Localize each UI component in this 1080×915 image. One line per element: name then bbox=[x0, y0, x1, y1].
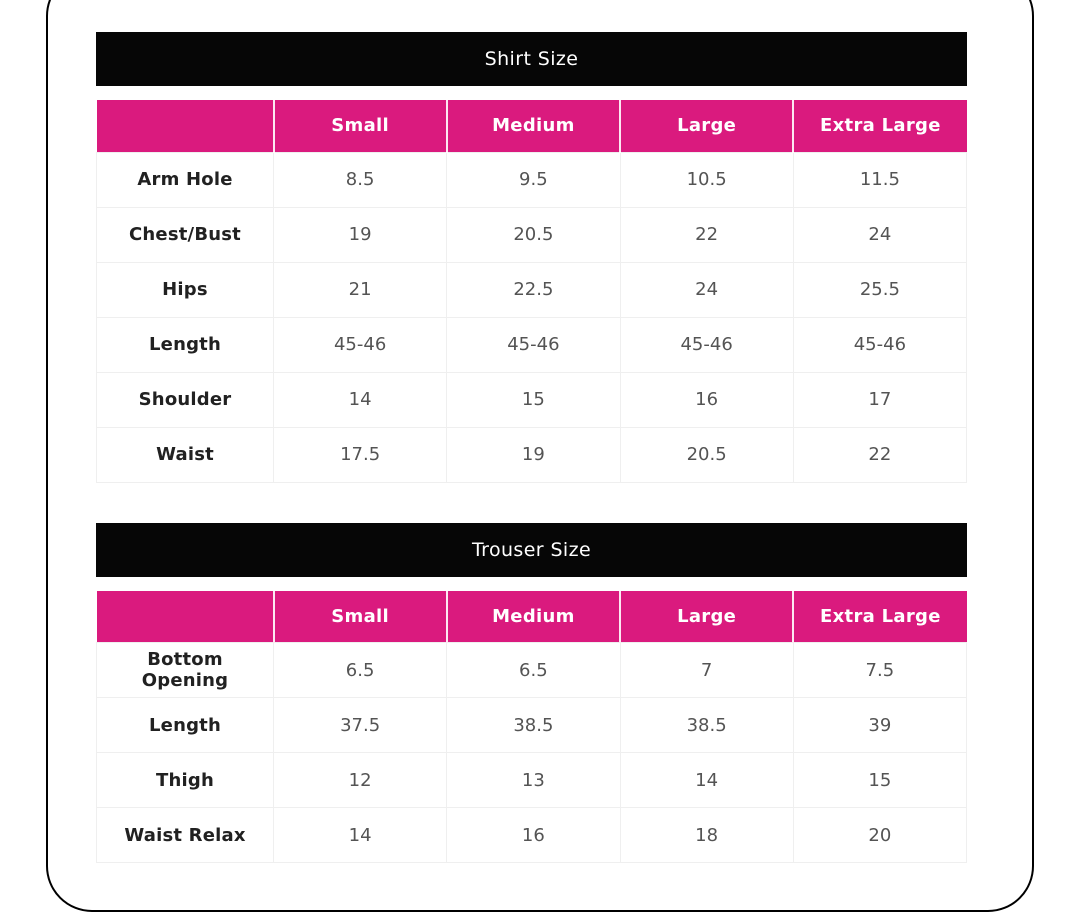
shirt-size-table: Small Medium Large Extra Large Arm Hole 8.5 9.… bbox=[96, 100, 968, 483]
tables-root: Shirt Size Small Medium Large Extra Large Arm… bbox=[96, 32, 1032, 863]
value-cell: 19 bbox=[446, 426, 621, 483]
value-cell: 15 bbox=[446, 371, 621, 428]
row-label-arm-hole: Arm Hole bbox=[96, 151, 274, 208]
value-cell: 18 bbox=[619, 807, 794, 863]
measurement-row-waist: Waist 17.5 19 20.5 22 bbox=[96, 426, 968, 483]
value-cell: 7 bbox=[619, 642, 794, 698]
measurement-row-bottom-opening: Bottom Opening 6.5 6.5 7 7.5 bbox=[96, 642, 968, 698]
col-header-medium: Medium bbox=[445, 590, 620, 643]
value-cell: 39 bbox=[792, 697, 968, 753]
row-label-thigh: Thigh bbox=[96, 752, 274, 808]
value-cell: 38.5 bbox=[446, 697, 621, 753]
value-cell: 20 bbox=[792, 807, 968, 863]
col-header-extra-large: Extra Large bbox=[792, 100, 967, 152]
value-cell: 14 bbox=[272, 371, 448, 428]
value-cell: 22.5 bbox=[446, 261, 621, 318]
value-cell: 37.5 bbox=[272, 697, 448, 753]
row-label-chest-bust: Chest/Bust bbox=[96, 206, 274, 263]
value-cell: 14 bbox=[619, 752, 794, 808]
value-cell: 20.5 bbox=[446, 206, 621, 263]
measurement-row-thigh: Thigh 12 13 14 15 bbox=[96, 752, 968, 808]
shirt-size-section: Shirt Size Small Medium Large Extra Large Arm… bbox=[96, 32, 968, 483]
trouser-size-title: Trouser Size bbox=[471, 538, 592, 561]
value-cell: 22 bbox=[792, 426, 968, 483]
col-header-small: Small bbox=[272, 590, 447, 643]
value-cell: 17.5 bbox=[272, 426, 448, 483]
trouser-size-title-bar: Trouser Size bbox=[96, 522, 967, 577]
value-cell: 24 bbox=[619, 261, 794, 318]
value-cell: 14 bbox=[272, 807, 448, 863]
size-chart-content: Shirt Size Small Medium Large Extra Large Arm… bbox=[48, 0, 1032, 863]
value-cell: 20.5 bbox=[619, 426, 794, 483]
value-cell: 38.5 bbox=[619, 697, 794, 753]
measurement-row-hips: Hips 21 22.5 24 25.5 bbox=[96, 261, 968, 318]
size-chart-card: Shirt Size Small Medium Large Extra Large Arm… bbox=[46, 0, 1034, 912]
value-cell: 13 bbox=[446, 752, 621, 808]
measurement-row-arm-hole: Arm Hole 8.5 9.5 10.5 11.5 bbox=[96, 151, 968, 208]
row-label-waist-relax: Waist Relax bbox=[96, 807, 274, 863]
value-cell: 7.5 bbox=[792, 642, 968, 698]
row-label-hips: Hips bbox=[96, 261, 274, 318]
measurement-row-waist-relax: Waist Relax 14 16 18 20 bbox=[96, 807, 968, 863]
trouser-size-table: Small Medium Large Extra Large Bottom Openin… bbox=[96, 590, 968, 863]
measurement-row-length: Length 45-46 45-46 45-46 45-46 bbox=[96, 316, 968, 373]
col-header-large: Large bbox=[618, 590, 794, 643]
value-cell: 6.5 bbox=[446, 642, 621, 698]
value-cell: 9.5 bbox=[446, 151, 621, 208]
value-cell: 16 bbox=[619, 371, 794, 428]
value-cell: 10.5 bbox=[619, 151, 794, 208]
value-cell: 45-46 bbox=[272, 316, 448, 373]
value-cell: 11.5 bbox=[792, 151, 968, 208]
value-cell: 45-46 bbox=[446, 316, 621, 373]
value-cell: 15 bbox=[792, 752, 968, 808]
measurement-row-shoulder: Shoulder 14 15 16 17 bbox=[96, 371, 968, 428]
measurement-row-length: Length 37.5 38.5 38.5 39 bbox=[96, 697, 968, 753]
value-cell: 25.5 bbox=[792, 261, 968, 318]
row-label-length: Length bbox=[96, 316, 274, 373]
shirt-size-header-row: Small Medium Large Extra Large bbox=[96, 100, 967, 152]
col-header-small: Small bbox=[272, 100, 447, 152]
trouser-size-section: Trouser Size Small Medium Large Extra Large B… bbox=[96, 522, 968, 863]
value-cell: 16 bbox=[446, 807, 621, 863]
value-cell: 22 bbox=[619, 206, 794, 263]
value-cell: 21 bbox=[272, 261, 448, 318]
row-label-waist: Waist bbox=[96, 426, 274, 483]
empty-corner-cell bbox=[96, 100, 274, 152]
row-label-bottom-opening: Bottom Opening bbox=[96, 642, 274, 698]
value-cell: 6.5 bbox=[272, 642, 448, 698]
value-cell: 12 bbox=[272, 752, 448, 808]
value-cell: 45-46 bbox=[619, 316, 794, 373]
trouser-size-header-row: Small Medium Large Extra Large bbox=[96, 590, 967, 643]
measurement-row-chest-bust: Chest/Bust 19 20.5 22 24 bbox=[96, 206, 968, 263]
value-cell: 8.5 bbox=[272, 151, 448, 208]
col-header-extra-large: Extra Large bbox=[792, 590, 967, 643]
value-cell: 45-46 bbox=[792, 316, 968, 373]
row-label-shoulder: Shoulder bbox=[96, 371, 274, 428]
col-header-medium: Medium bbox=[445, 100, 620, 152]
value-cell: 24 bbox=[792, 206, 968, 263]
value-cell: 19 bbox=[272, 206, 448, 263]
empty-corner-cell bbox=[96, 590, 274, 643]
col-header-large: Large bbox=[618, 100, 794, 152]
shirt-size-title-bar: Shirt Size bbox=[96, 32, 967, 86]
shirt-size-title: Shirt Size bbox=[484, 48, 579, 70]
row-label-length: Length bbox=[96, 697, 274, 753]
value-cell: 17 bbox=[792, 371, 968, 428]
